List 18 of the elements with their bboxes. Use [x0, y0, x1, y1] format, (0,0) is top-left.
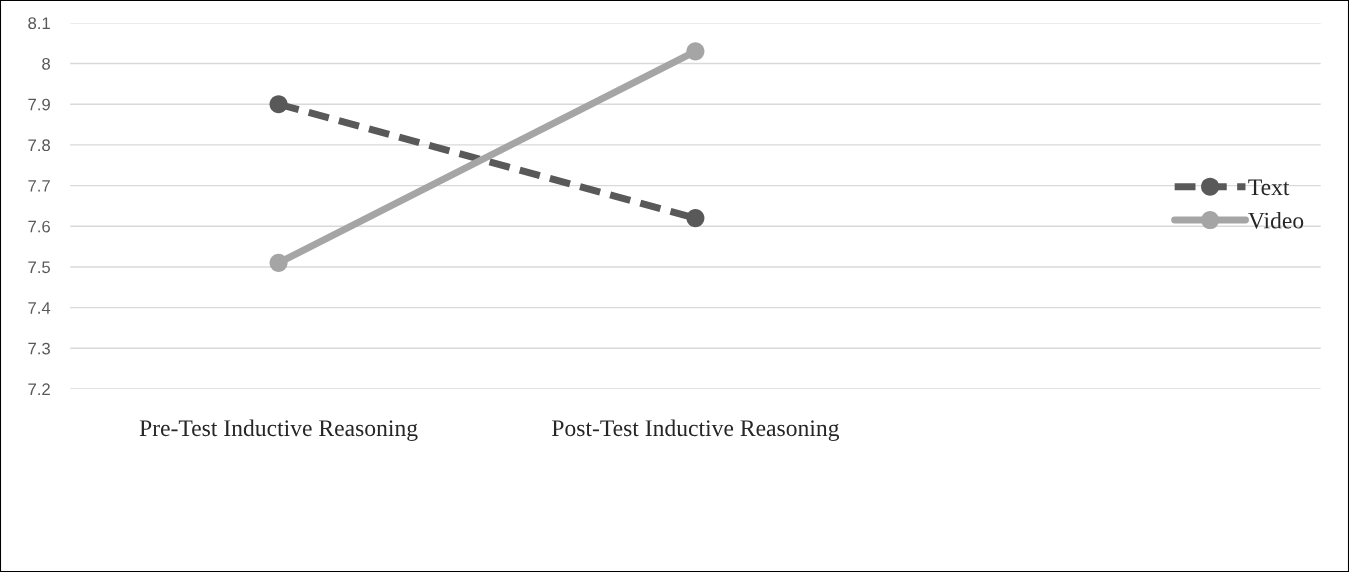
point [686, 42, 705, 61]
y-tick-label: 7.9 [28, 98, 50, 111]
y-tick-label: 7.3 [28, 342, 50, 355]
y-tick-label: 7.5 [28, 261, 51, 274]
y-tick-label: 7.8 [28, 139, 50, 152]
legend-label: Text [1248, 179, 1290, 196]
legend-label: Video [1248, 211, 1304, 229]
y-tick-label: 8 [42, 57, 50, 70]
x-tick-label: Post-Test Inductive Reasoning [551, 419, 840, 441]
y-tick-label: 7.4 [28, 302, 51, 314]
point [686, 209, 705, 228]
y-tick-label: 7.7 [28, 180, 50, 192]
y-tick-label: 7.2 [28, 383, 50, 395]
point [269, 95, 288, 114]
y-tick-label: 7.6 [28, 220, 50, 233]
x-tick-label: Pre-Test Inductive Reasoning [139, 419, 418, 441]
y-tick-label: 8.1 [28, 17, 50, 30]
point [269, 253, 288, 272]
